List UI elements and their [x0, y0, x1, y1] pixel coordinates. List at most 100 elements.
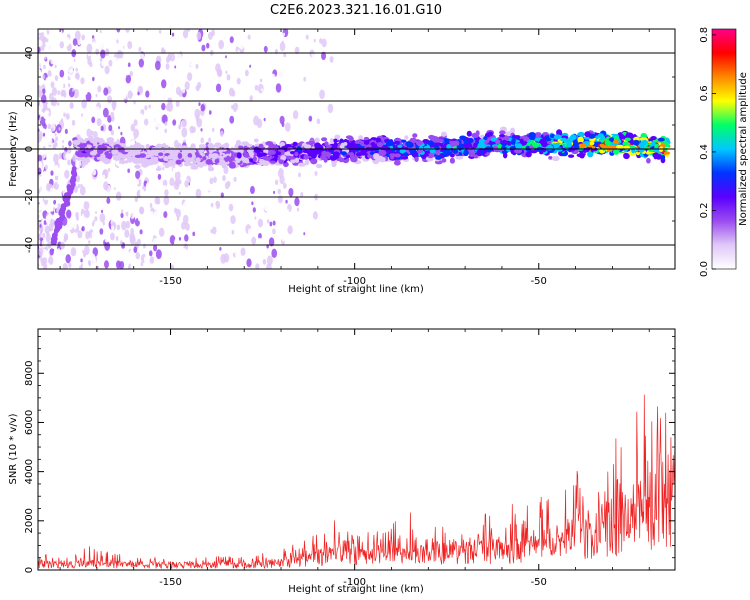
spectrogram-cell — [409, 137, 417, 144]
spectrogram-cell — [473, 142, 478, 149]
spectrogram-cell — [557, 94, 561, 99]
spectrogram-cell — [270, 73, 276, 84]
spectrogram-cell — [86, 185, 90, 191]
spectrogram-cell — [179, 59, 185, 69]
spectrogram-cell — [85, 70, 92, 80]
spectrogram-cell — [209, 123, 213, 129]
spectrogram-cell — [505, 69, 509, 74]
spectrogram-cell — [121, 64, 127, 73]
spectrogram-cell — [360, 150, 367, 156]
spectrogram-cell — [345, 154, 351, 159]
spectrogram-cell — [132, 167, 135, 172]
spectrogram-cell — [133, 128, 140, 139]
spectrogram-cell — [266, 185, 270, 190]
spectrogram-cell — [108, 124, 113, 132]
spectrogram-cell — [75, 67, 78, 72]
spectrogram-cell — [68, 188, 74, 195]
spectrogram-cell — [42, 74, 45, 80]
spectrogram-cell — [307, 140, 316, 145]
spectrogram-cell — [294, 46, 300, 55]
spectrogram-cell — [92, 169, 97, 176]
spectrogram-cell — [114, 184, 117, 189]
spectrogram-x-axis: -150 -100 -50 — [59, 29, 650, 287]
spectrogram-cell — [48, 212, 53, 220]
spectrogram-cell — [203, 230, 208, 237]
spectrogram-cell — [279, 175, 285, 185]
spectrogram-cell — [116, 29, 121, 33]
spectrogram-cell — [297, 162, 306, 167]
colorbar-axis: 0.0 0.2 0.4 0.6 0.8 — [699, 27, 716, 277]
spectrogram-cell — [385, 220, 389, 225]
spectrogram-cell — [219, 157, 224, 165]
spectrogram-cell — [542, 132, 549, 136]
spectrogram-cell — [54, 75, 59, 82]
spectrogram-cell — [259, 78, 263, 83]
spectrogram-cell — [145, 196, 151, 205]
spectrogram-cell — [422, 138, 430, 144]
spectrogram-cell — [100, 40, 106, 50]
spectrogram-cell — [614, 184, 618, 189]
spectrogram-cell — [156, 89, 159, 93]
spectrogram-cell — [284, 104, 289, 110]
spectrogram-cell — [196, 81, 202, 89]
spectrogram-cell — [504, 117, 508, 122]
spectrogram-cell — [368, 257, 372, 262]
spectrogram-cell — [139, 189, 145, 198]
spectrogram-cell — [80, 183, 83, 188]
spectrogram-cell — [251, 236, 257, 245]
spectrogram-cell — [323, 97, 327, 102]
spectrogram-cell — [371, 143, 377, 150]
spectrogram-cell — [67, 83, 71, 88]
spectrogram-cell — [664, 142, 670, 148]
spectrogram-cell — [462, 95, 466, 100]
spectrogram-cell — [139, 113, 144, 121]
spectrogram-cell — [175, 208, 181, 218]
spectrogram-cell — [527, 75, 531, 80]
spectrogram-cell — [322, 226, 327, 233]
spectrogram-cell — [110, 111, 115, 119]
spectrogram-cell — [177, 152, 183, 159]
spectrogram-cell — [144, 70, 149, 78]
spectrogram-cell — [549, 82, 553, 87]
spectrogram-cell — [158, 152, 164, 157]
spectrogram-cell — [74, 30, 81, 41]
spectrogram-cell — [182, 264, 189, 269]
spectrogram-cell — [125, 69, 130, 76]
spectrogram-cell — [455, 155, 464, 160]
spectrogram-cell — [201, 191, 204, 196]
spectrogram-cell — [183, 157, 192, 162]
spectrogram-y-axis: -40 -20 0 20 40 — [0, 28, 675, 270]
spectrogram-cell — [50, 81, 55, 89]
spectrogram-cell — [211, 226, 217, 235]
spectrogram-cell — [268, 237, 275, 247]
spectrogram-cell — [257, 207, 263, 216]
spectrogram-cell — [400, 156, 409, 160]
spectrogram-cell — [555, 102, 559, 107]
spectrogram-cell — [88, 240, 91, 245]
spectrogram-cell — [120, 131, 123, 136]
spectrogram-cell — [148, 104, 151, 109]
spectrogram-cell — [352, 108, 356, 113]
spectrogram-cell — [242, 93, 247, 101]
spectrogram-cell — [104, 171, 107, 175]
spectrogram-cell — [542, 176, 546, 181]
spectrogram-cell — [62, 140, 65, 144]
spectrogram-cell — [358, 135, 364, 141]
spectrogram-cell — [397, 144, 403, 148]
spectrogram-cell — [149, 87, 156, 98]
spectrogram-cell — [45, 142, 48, 146]
spectrogram-cell — [76, 104, 82, 115]
spectrogram-cell — [303, 232, 306, 236]
spectrogram-cell — [38, 89, 43, 98]
spectrogram-cell — [376, 141, 384, 148]
spectrogram-cell — [270, 169, 276, 177]
spectrogram-cell — [99, 57, 103, 62]
spectrogram-cell — [262, 258, 267, 265]
spectrogram-cell — [149, 256, 155, 264]
spectrogram-cell — [59, 69, 65, 78]
spectrogram-cell — [261, 189, 266, 197]
spectrogram-cell — [95, 93, 98, 98]
spectrogram-cell — [289, 213, 293, 218]
spectrogram-cell — [51, 87, 58, 96]
spectrogram-cell — [274, 164, 280, 172]
